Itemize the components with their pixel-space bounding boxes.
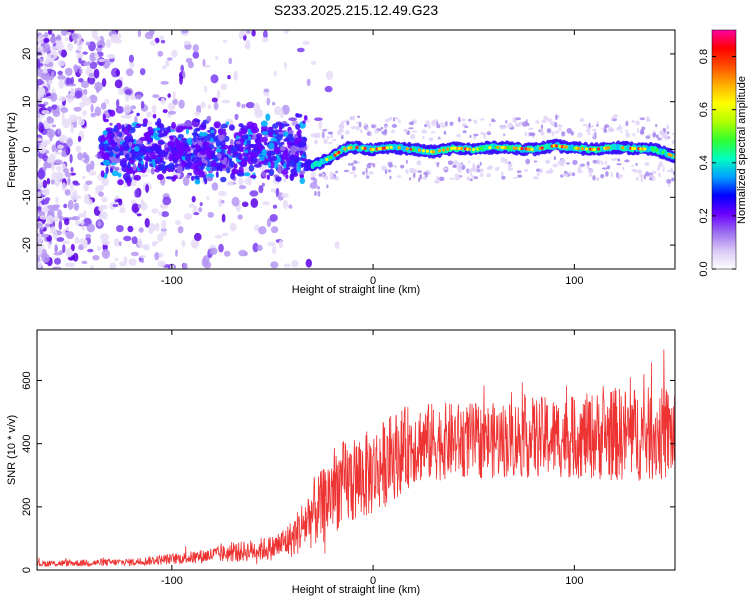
colorbar: 0.0 0.2 0.4 0.6 0.8 Normalized spectral ampl…	[698, 29, 748, 277]
spectrogram-y-tick-label: 10	[21, 96, 33, 108]
snr-y-tick-label: 400	[21, 435, 33, 453]
spectrogram-x-tick-label: 0	[370, 275, 376, 287]
snr-x-tick-label: 100	[565, 575, 583, 587]
colorbar-ticks: 0.0 0.2 0.4 0.6 0.8	[698, 49, 736, 277]
snr-y-label: SNR (10 * v/v)	[6, 415, 18, 485]
snr-y-tick-label: 200	[21, 498, 33, 516]
spectrogram-y-label: Frequency (Hz)	[6, 112, 18, 188]
snr-series-line	[37, 349, 675, 568]
colorbar-tick-label: 0.2	[698, 208, 710, 223]
spectrogram-x-tick-label: -100	[161, 275, 183, 287]
snr-x-label: Height of straight line (km)	[292, 584, 420, 596]
snr-y-tick-label: 0	[21, 567, 33, 573]
spectrogram-x-ticks: -100 0 100	[161, 30, 584, 287]
colorbar-gradient	[711, 29, 737, 270]
spectrogram-heatmap	[37, 30, 675, 269]
spectrogram-y-tick-label: -20	[21, 237, 33, 253]
snr-frame	[36, 329, 676, 571]
snr-panel: -100 0 100 0 200 400 600 Height of straight l…	[6, 329, 676, 596]
colorbar-tick-label: 0.4	[698, 155, 710, 170]
spectrogram-y-tick-label: 20	[21, 48, 33, 60]
snr-x-tick-label: -100	[161, 575, 183, 587]
colorbar-label: Normalized spectral amplitude	[736, 76, 748, 224]
spectrogram-x-tick-label: 100	[565, 275, 583, 287]
spectrogram-y-tick-label: 0	[21, 146, 33, 152]
spectrogram-x-label: Height of straight line (km)	[292, 284, 420, 296]
snr-y-tick-label: 600	[21, 371, 33, 389]
spectrogram-y-tick-label: -10	[21, 189, 33, 205]
spectrogram-y-ticks: -20 -10 0 10 20	[21, 48, 675, 253]
figure-title: S233.2025.215.12.49.G23	[274, 2, 438, 18]
snr-y-ticks: 0 200 400 600	[21, 371, 675, 573]
colorbar-tick-label: 0.0	[698, 261, 710, 276]
snr-x-ticks: -100 0 100	[161, 330, 584, 587]
snr-x-tick-label: 0	[370, 575, 376, 587]
colorbar-tick-label: 0.8	[698, 49, 710, 64]
colorbar-tick-label: 0.6	[698, 102, 710, 117]
